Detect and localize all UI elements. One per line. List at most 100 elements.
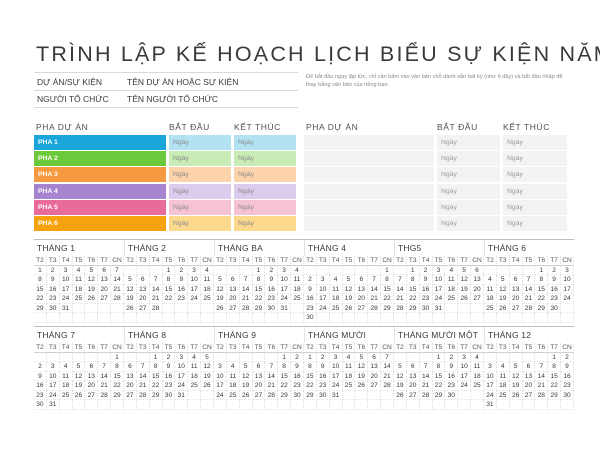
day-cell[interactable]: 25 xyxy=(445,294,459,304)
day-cell[interactable]: 26 xyxy=(509,390,523,400)
day-cell[interactable]: 25 xyxy=(188,381,202,391)
day-cell[interactable]: 4 xyxy=(342,352,356,362)
day-cell[interactable]: 27 xyxy=(136,303,150,313)
day-cell[interactable]: 11 xyxy=(329,284,343,294)
day-cell[interactable]: 13 xyxy=(368,362,382,372)
day-cell[interactable]: 26 xyxy=(496,303,510,313)
day-cell[interactable]: 28 xyxy=(522,303,536,313)
day-cell[interactable]: 17 xyxy=(188,284,202,294)
day-cell[interactable]: 5 xyxy=(458,265,472,275)
day-cell[interactable]: 12 xyxy=(124,284,137,294)
day-cell[interactable]: 24 xyxy=(316,303,330,313)
day-cell[interactable]: 26 xyxy=(239,390,253,400)
phase-name[interactable]: PHA 6 xyxy=(34,215,166,231)
day-cell[interactable]: 9 xyxy=(162,362,176,372)
day-cell[interactable]: 30 xyxy=(265,303,279,313)
day-cell[interactable]: 15 xyxy=(535,284,549,294)
day-cell[interactable]: 22 xyxy=(432,381,446,391)
day-cell[interactable]: 21 xyxy=(149,294,163,304)
day-cell[interactable]: 25 xyxy=(226,390,240,400)
day-cell[interactable]: 24 xyxy=(188,294,202,304)
day-cell[interactable]: 5 xyxy=(394,362,407,372)
day-cell[interactable]: 3 xyxy=(59,265,73,275)
day-cell[interactable]: 14 xyxy=(239,284,253,294)
day-cell[interactable]: 20 xyxy=(98,284,112,294)
day-cell[interactable]: 18 xyxy=(188,371,202,381)
day-cell[interactable]: 24 xyxy=(175,381,189,391)
day-cell[interactable]: 26 xyxy=(85,294,99,304)
day-cell[interactable]: 3 xyxy=(329,352,343,362)
day-cell[interactable]: 14 xyxy=(522,284,536,294)
day-cell[interactable]: 6 xyxy=(85,362,99,372)
day-cell[interactable]: 19 xyxy=(72,381,86,391)
day-cell[interactable]: 30 xyxy=(162,390,176,400)
day-cell[interactable]: 27 xyxy=(471,294,484,304)
day-cell[interactable]: 28 xyxy=(419,390,433,400)
day-cell[interactable]: 7 xyxy=(98,362,112,372)
day-cell[interactable]: 23 xyxy=(265,294,279,304)
day-cell[interactable]: 27 xyxy=(124,390,137,400)
day-cell[interactable]: 7 xyxy=(136,362,150,372)
day-cell[interactable]: 1 xyxy=(111,352,124,362)
day-cell[interactable]: 27 xyxy=(252,390,266,400)
day-cell[interactable]: 25 xyxy=(496,390,510,400)
phase-start-date[interactable]: Ngày xyxy=(437,199,500,215)
day-cell[interactable]: 28 xyxy=(98,390,112,400)
day-cell[interactable]: 17 xyxy=(214,381,227,391)
day-cell[interactable]: 22 xyxy=(34,294,47,304)
day-cell[interactable]: 17 xyxy=(59,284,73,294)
day-cell[interactable]: 21 xyxy=(265,381,279,391)
day-cell[interactable]: 12 xyxy=(394,371,407,381)
day-cell[interactable]: 11 xyxy=(445,275,459,285)
day-cell[interactable]: 2 xyxy=(304,275,317,285)
day-cell[interactable]: 15 xyxy=(149,371,163,381)
day-cell[interactable]: 13 xyxy=(252,371,266,381)
day-cell[interactable]: 20 xyxy=(522,381,536,391)
phase-end-date[interactable]: Ngày xyxy=(234,199,296,215)
day-cell[interactable]: 23 xyxy=(291,381,304,391)
day-cell[interactable]: 21 xyxy=(394,294,407,304)
day-cell[interactable]: 15 xyxy=(162,284,176,294)
day-cell[interactable]: 10 xyxy=(561,275,574,285)
day-cell[interactable]: 27 xyxy=(406,390,420,400)
day-cell[interactable]: 18 xyxy=(471,371,484,381)
day-cell[interactable]: 25 xyxy=(291,294,304,304)
day-cell[interactable]: 5 xyxy=(85,265,99,275)
day-cell[interactable]: 22 xyxy=(149,381,163,391)
day-cell[interactable]: 13 xyxy=(406,371,420,381)
phase-name[interactable]: PHA 1 xyxy=(34,135,166,150)
day-cell[interactable]: 30 xyxy=(548,303,562,313)
day-cell[interactable]: 6 xyxy=(124,362,137,372)
day-cell[interactable]: 18 xyxy=(72,284,86,294)
day-cell[interactable]: 1 xyxy=(162,265,176,275)
day-cell[interactable]: 3 xyxy=(188,265,202,275)
day-cell[interactable]: 29 xyxy=(381,303,394,313)
day-cell[interactable]: 7 xyxy=(394,275,407,285)
day-cell[interactable]: 23 xyxy=(34,390,47,400)
day-cell[interactable]: 11 xyxy=(201,275,214,285)
day-cell[interactable]: 9 xyxy=(175,275,189,285)
day-cell[interactable]: 8 xyxy=(162,275,176,285)
day-cell[interactable]: 4 xyxy=(445,265,459,275)
instruction-note[interactable]: Để bắt đầu ngay lập tức, chỉ cần bấm vào… xyxy=(306,74,563,88)
day-cell[interactable]: 2 xyxy=(316,352,330,362)
day-cell[interactable]: 26 xyxy=(72,390,86,400)
day-cell[interactable]: 17 xyxy=(175,371,189,381)
phase-end-date[interactable]: Ngày xyxy=(503,215,567,231)
day-cell[interactable]: 16 xyxy=(265,284,279,294)
day-cell[interactable]: 26 xyxy=(355,381,369,391)
phase-name[interactable]: PHA 2 xyxy=(34,151,166,167)
day-cell[interactable]: 25 xyxy=(72,294,86,304)
day-cell[interactable]: 29 xyxy=(304,390,317,400)
day-cell[interactable]: 18 xyxy=(59,381,73,391)
day-cell[interactable]: 17 xyxy=(329,371,343,381)
phase-name[interactable] xyxy=(304,183,434,199)
day-cell[interactable]: 15 xyxy=(278,371,292,381)
day-cell[interactable]: 4 xyxy=(72,265,86,275)
day-cell[interactable]: 8 xyxy=(149,362,163,372)
day-cell[interactable]: 10 xyxy=(278,275,292,285)
day-cell[interactable]: 24 xyxy=(484,390,497,400)
day-cell[interactable]: 11 xyxy=(496,371,510,381)
day-cell[interactable]: 16 xyxy=(46,284,60,294)
day-cell[interactable]: 31 xyxy=(432,303,446,313)
